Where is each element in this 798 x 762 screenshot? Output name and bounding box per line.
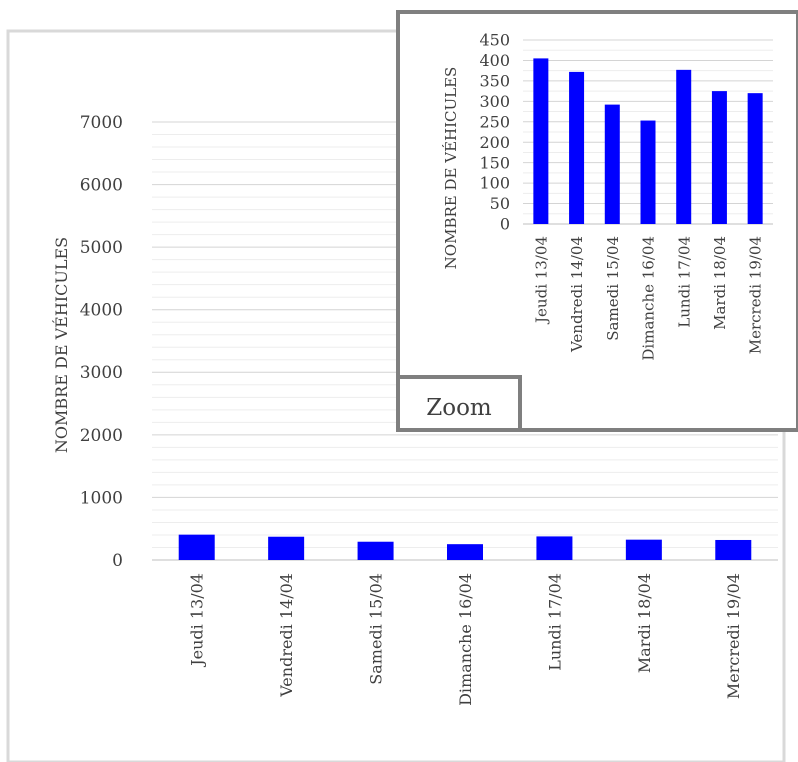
zoom-y-tick-label: 450: [479, 31, 510, 50]
main-y-tick-label: 3000: [80, 363, 123, 383]
zoom-inset-background: [396, 10, 798, 432]
main-x-tick-label: Lundi 17/04: [545, 573, 564, 671]
zoom-x-tick-label: Mardi 18/04: [711, 236, 729, 330]
zoom-y-tick-label: 0: [500, 215, 510, 234]
zoom-y-tick-label: 250: [479, 112, 510, 131]
zoom-label-box: [396, 375, 522, 432]
zoom-y-tick-label: 300: [479, 92, 510, 111]
main-y-tick-label: 2000: [80, 426, 123, 446]
main-x-tick-label: Mercredi 19/04: [724, 573, 743, 699]
main-y-axis: 0 1000 2000 3000 4000 5000 6000 7000: [80, 113, 123, 571]
zoom-x-tick-label: Dimanche 16/04: [640, 236, 658, 361]
main-bar: [625, 539, 662, 560]
main-y-tick-label: 5000: [80, 238, 123, 258]
main-bar: [178, 534, 215, 560]
main-bars: [178, 534, 752, 560]
main-x-axis: Jeudi 13/04 Vendredi 14/04 Samedi 15/04 Dim…: [188, 573, 744, 706]
main-bar: [536, 536, 573, 560]
zoom-label: Zoom: [426, 395, 492, 421]
zoom-bar: [711, 91, 727, 224]
main-y-tick-label: 1000: [80, 488, 123, 508]
main-x-tick-label: Dimanche 16/04: [456, 573, 475, 706]
zoom-bar: [533, 58, 549, 225]
zoom-y-tick-label: 100: [479, 174, 510, 193]
zoom-y-tick-label: 400: [479, 51, 510, 70]
zoom-x-tick-label: Mercredi 19/04: [747, 236, 765, 354]
zoom-bar: [676, 69, 692, 224]
main-y-tick-label: 4000: [80, 301, 123, 321]
main-bar: [447, 544, 483, 560]
zoom-bar: [640, 120, 656, 224]
zoom-bar: [747, 93, 763, 225]
zoom-bars: [533, 58, 763, 225]
zoom-x-tick-label: Lundi 17/04: [675, 236, 693, 328]
zoom-x-tick-label: Jeudi 13/04: [532, 236, 550, 325]
main-y-tick-label: 0: [112, 551, 123, 571]
main-x-tick-label: Mardi 18/04: [635, 573, 654, 673]
main-bar: [715, 539, 752, 560]
zoom-bar: [604, 104, 620, 224]
zoom-x-tick-label: Vendredi 14/04: [568, 236, 586, 353]
main-y-axis-label: NOMBRE DE VÉHICULES: [51, 237, 71, 453]
main-y-tick-label: 7000: [80, 113, 123, 133]
zoom-y-tick-label: 350: [479, 71, 510, 90]
main-x-tick-label: Vendredi 14/04: [277, 573, 296, 698]
main-bar: [268, 536, 305, 560]
main-x-tick-label: Samedi 15/04: [367, 573, 386, 685]
zoom-bar: [569, 71, 585, 224]
zoom-x-tick-label: Samedi 15/04: [604, 236, 622, 341]
main-bar: [357, 541, 394, 560]
zoom-y-tick-label: 50: [490, 194, 510, 213]
zoom-y-tick-label: 150: [479, 153, 510, 172]
zoom-x-axis: Jeudi 13/04 Vendredi 14/04 Samedi 15/04 Dim…: [532, 236, 764, 361]
zoom-y-tick-label: 200: [479, 133, 510, 152]
main-y-tick-label: 6000: [80, 176, 123, 196]
main-x-tick-label: Jeudi 13/04: [188, 573, 207, 668]
zoom-y-axis-label: NOMBRE DE VÉHICULES: [442, 67, 460, 270]
